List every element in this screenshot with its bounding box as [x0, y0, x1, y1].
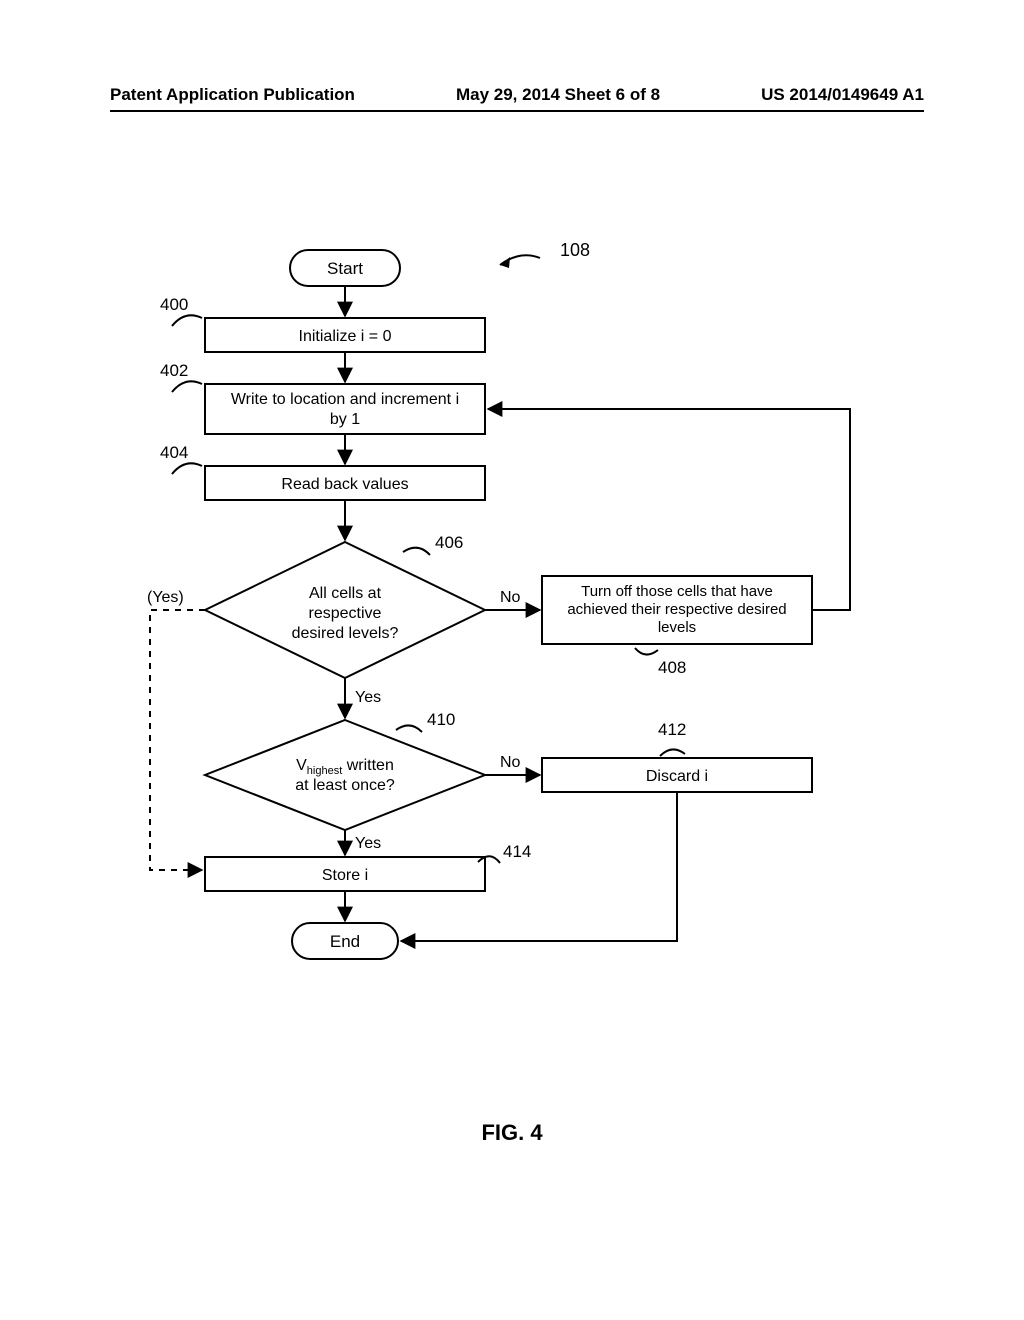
decision-406: All cells at respective desired levels? …	[205, 533, 485, 678]
ref-400: 400	[160, 295, 188, 314]
box-400-text: Initialize i = 0	[299, 328, 392, 345]
decision-410: Vhighest written at least once? 410	[205, 710, 485, 830]
box-408-l3: levels	[658, 619, 696, 636]
ref-406-tick	[403, 548, 430, 555]
ref-414: 414	[503, 842, 531, 861]
ref-108-text: 108	[560, 240, 590, 260]
label-410-no: No	[500, 754, 521, 771]
label-406-yes: Yes	[355, 689, 381, 706]
end-text: End	[330, 932, 360, 951]
header-left: Patent Application Publication	[110, 85, 355, 105]
box-408-l1: Turn off those cells that have	[581, 583, 773, 600]
ref-108: 108	[500, 240, 590, 268]
header-center: May 29, 2014 Sheet 6 of 8	[456, 85, 660, 105]
header-right: US 2014/0149649 A1	[761, 85, 924, 105]
box-404: Read back values 404	[160, 443, 485, 500]
box-404-text: Read back values	[281, 476, 408, 493]
flowchart: 108 Start Initialize i = 0 400 Write	[100, 230, 920, 990]
box-402-text-1: Write to location and increment i	[231, 391, 459, 408]
box-408-l2: achieved their respective desired	[567, 601, 786, 618]
box-400: Initialize i = 0 400	[160, 295, 485, 352]
box-402: Write to location and increment i by 1 4…	[160, 361, 485, 434]
ref-412: 412	[658, 720, 686, 739]
ref-402-tick	[172, 381, 202, 392]
label-410-yes: Yes	[355, 835, 381, 852]
ref-400-tick	[172, 315, 202, 326]
header-rule	[110, 110, 924, 112]
ref-412-tick	[660, 749, 685, 756]
dec-406-l3: desired levels?	[292, 625, 399, 642]
box-412: Discard i 412	[542, 720, 812, 792]
figure-caption: FIG. 4	[0, 1120, 1024, 1146]
ref-410-tick	[396, 725, 422, 732]
box-408: Turn off those cells that have achieved …	[542, 576, 812, 677]
start-terminal: Start	[290, 250, 400, 286]
label-406-no: No	[500, 589, 521, 606]
page-header: Patent Application Publication May 29, 2…	[110, 85, 924, 105]
ref-406: 406	[435, 533, 463, 552]
ref-408: 408	[658, 658, 686, 677]
box-412-text: Discard i	[646, 768, 708, 785]
ref-408-tick	[635, 648, 658, 655]
dec-410-l2: at least once?	[295, 777, 395, 794]
ref-404: 404	[160, 443, 188, 462]
edge-406-yes-dashed	[150, 610, 205, 870]
label-406-yes-paren: (Yes)	[147, 589, 184, 606]
dec-406-l2: respective	[309, 605, 382, 622]
dec-406-l1: All cells at	[309, 585, 382, 602]
box-414-text: Store i	[322, 867, 368, 884]
box-402-text-2: by 1	[330, 411, 360, 428]
ref-402: 402	[160, 361, 188, 380]
ref-404-tick	[172, 463, 202, 474]
ref-410: 410	[427, 710, 455, 729]
end-terminal: End	[292, 923, 398, 959]
start-text: Start	[327, 259, 363, 278]
